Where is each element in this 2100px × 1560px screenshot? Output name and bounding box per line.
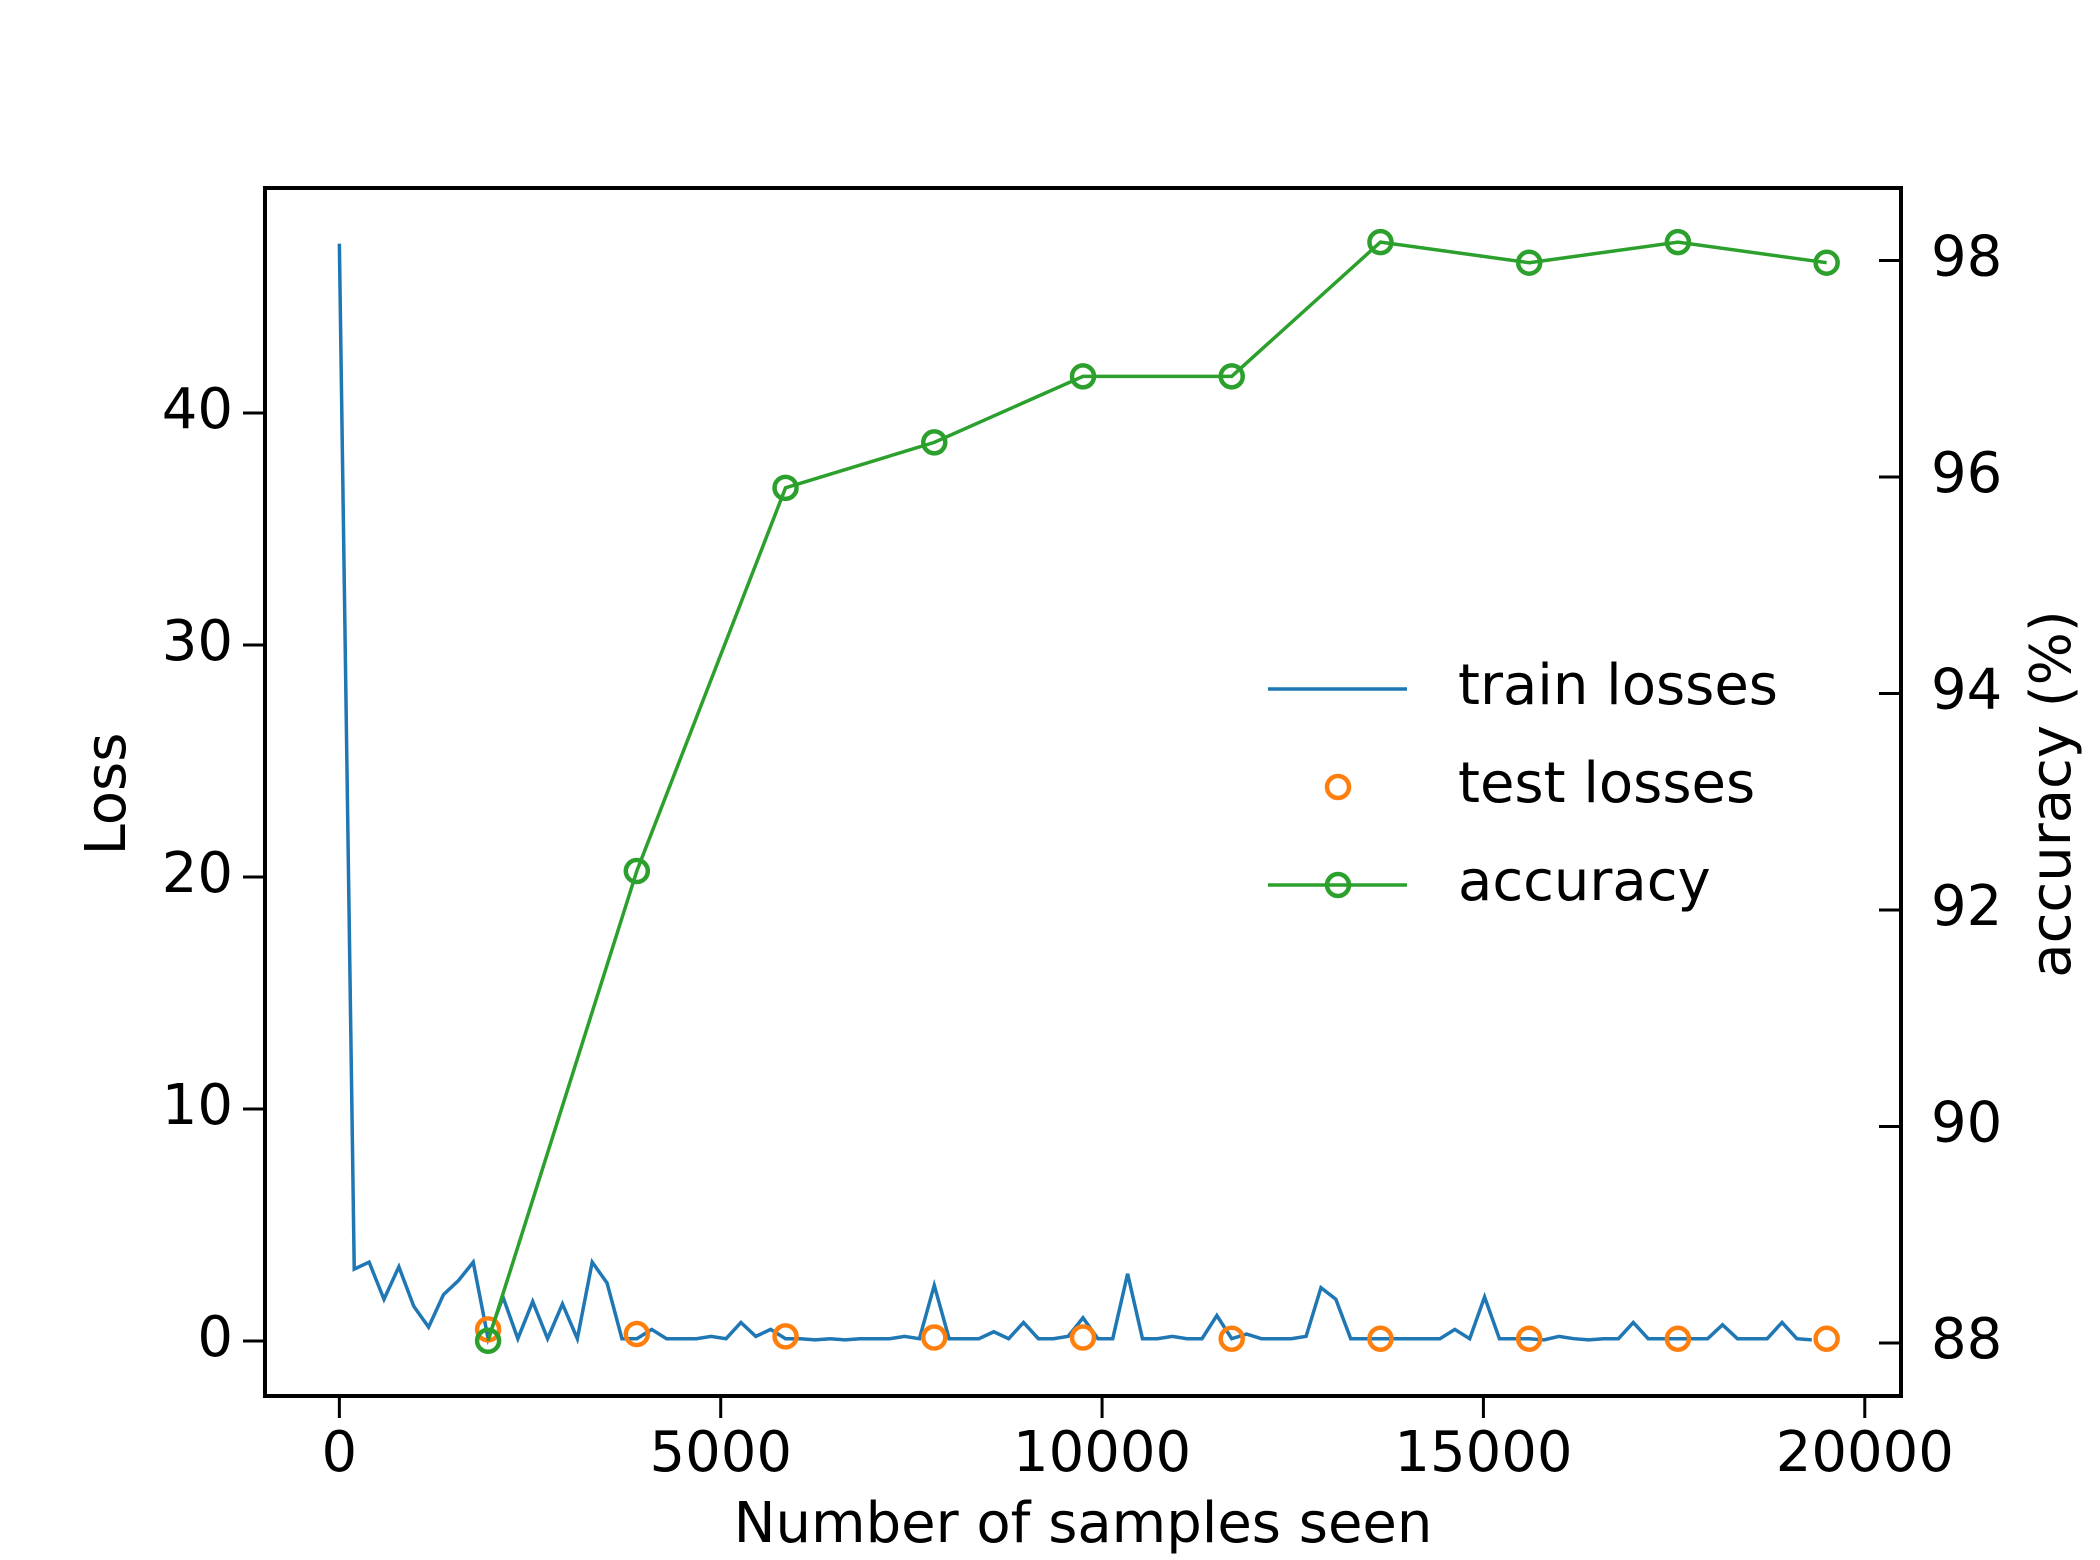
point <box>1367 228 1394 256</box>
point <box>772 1323 799 1350</box>
y-tick-label: 10 <box>162 1073 233 1138</box>
y2-tick-label: 92 <box>1931 874 2002 939</box>
point <box>1813 1325 1840 1352</box>
legend-label: accuracy <box>1458 849 1711 914</box>
point <box>1218 1325 1245 1352</box>
y2-axis-label: accuracy (%) <box>2019 610 2084 977</box>
y-tick-label: 30 <box>162 609 233 674</box>
point <box>1367 1325 1394 1352</box>
axes-frame <box>263 186 1903 1398</box>
legend-marker <box>1324 871 1352 899</box>
y-tick-label: 0 <box>197 1305 233 1370</box>
point <box>1515 249 1543 276</box>
x-tick-label: 0 <box>322 1420 358 1485</box>
y2-tick-label: 94 <box>1931 658 2002 723</box>
point <box>921 429 948 456</box>
point <box>623 857 651 885</box>
point <box>1664 228 1692 256</box>
point <box>1813 249 1840 276</box>
point <box>1069 363 1097 390</box>
y2-tick-label: 96 <box>1931 441 2002 506</box>
point <box>1515 1325 1543 1352</box>
point <box>772 474 799 502</box>
y2-tick-label: 88 <box>1931 1307 2002 1372</box>
point <box>474 1327 502 1355</box>
point <box>921 1324 948 1351</box>
point <box>1069 1324 1097 1351</box>
legend-marker <box>1324 773 1352 801</box>
x-tick-label: 10000 <box>1013 1420 1191 1485</box>
y-tick-label: 20 <box>162 841 233 906</box>
legend-label: train losses <box>1458 653 1778 718</box>
point <box>1218 363 1245 390</box>
x-tick-label: 20000 <box>1776 1420 1954 1485</box>
y2-tick-label: 90 <box>1931 1091 2002 1156</box>
x-tick-label: 15000 <box>1394 1420 1572 1485</box>
series-line <box>486 240 1827 1342</box>
x-axis-label: Number of samples seen <box>734 1491 1433 1556</box>
x-tick-label: 5000 <box>649 1420 792 1485</box>
y2-tick-label: 98 <box>1931 225 2002 290</box>
legend-label: test losses <box>1458 751 1755 816</box>
point <box>1664 1325 1692 1352</box>
y-tick-label: 40 <box>162 377 233 442</box>
point <box>623 1320 651 1348</box>
y-axis-label: Loss <box>74 733 139 856</box>
